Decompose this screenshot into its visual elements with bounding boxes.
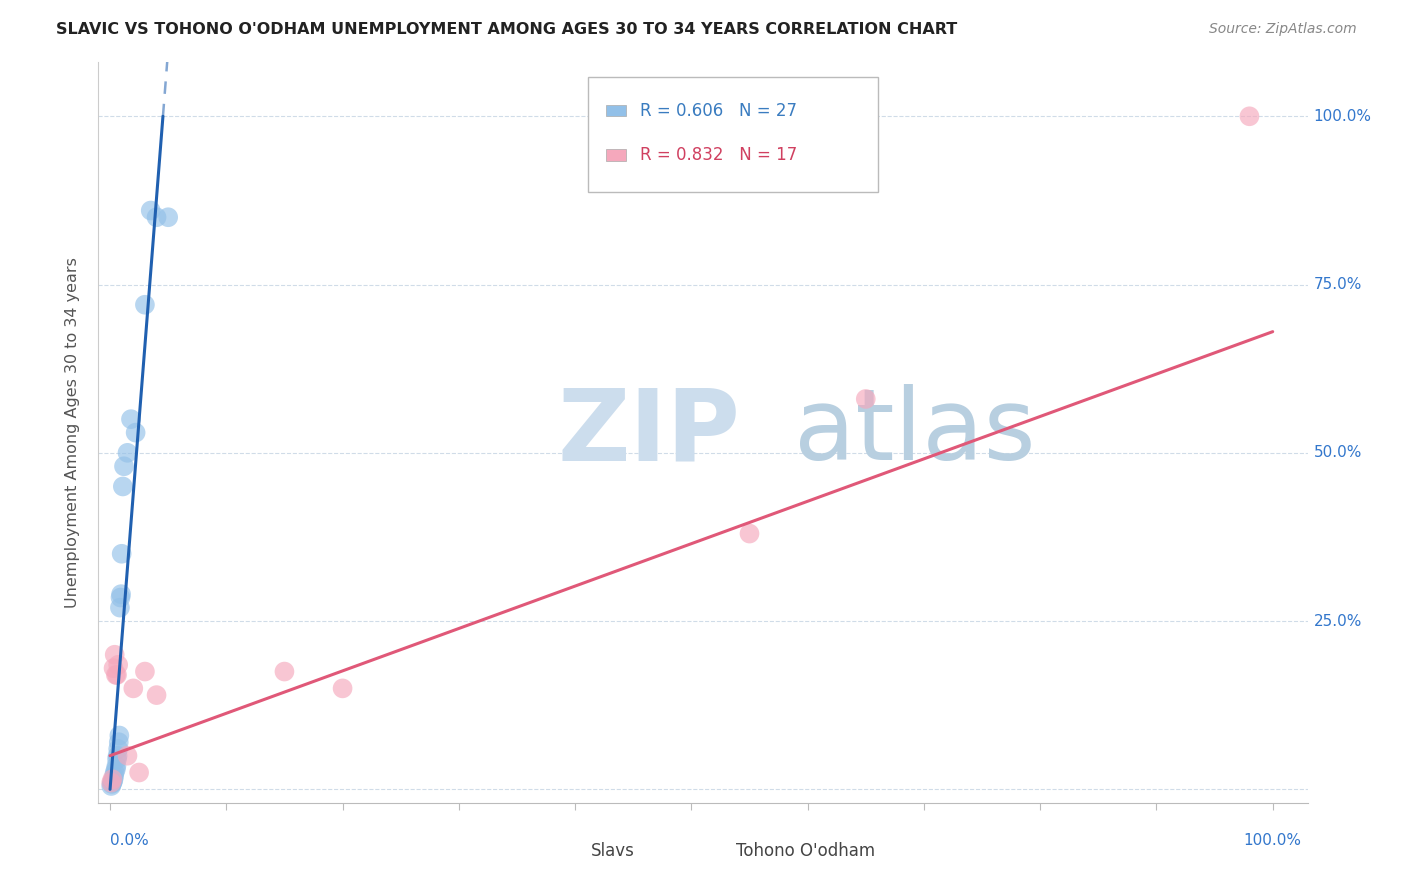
Point [120,412,142,426]
Text: Slavs: Slavs [592,842,636,860]
Bar [558,846,579,858]
Bar [606,149,626,161]
Text: atlas: atlas [793,384,1035,481]
Point [855,392,877,406]
Text: SLAVIC VS TOHONO O'ODHAM UNEMPLOYMENT AMONG AGES 30 TO 34 YEARS CORRELATION CHAR: SLAVIC VS TOHONO O'ODHAM UNEMPLOYMENT AM… [56,22,957,37]
Point [103,661,125,675]
Text: 0.0%: 0.0% [110,833,149,848]
Point [100,775,122,789]
Point [108,600,131,615]
Point [738,526,761,541]
Y-axis label: Unemployment Among Ages 30 to 34 years: Unemployment Among Ages 30 to 34 years [65,257,80,608]
Point [273,665,295,679]
Point [122,681,145,696]
Point [108,729,131,743]
Point [332,681,354,696]
Bar [606,104,626,117]
Point [145,211,167,225]
Point [117,748,139,763]
Point [107,657,129,672]
Point [139,203,162,218]
Point [105,668,128,682]
Point [134,298,156,312]
Point [107,748,129,763]
Point [157,211,180,225]
Point [104,668,127,682]
Point [105,752,128,766]
Text: 50.0%: 50.0% [1313,445,1362,460]
Text: Source: ZipAtlas.com: Source: ZipAtlas.com [1209,22,1357,37]
Point [128,765,150,780]
Text: 100.0%: 100.0% [1313,109,1371,124]
Point [101,772,124,787]
Point [100,779,122,793]
Point [124,425,146,440]
Point [110,587,132,601]
Point [104,762,127,776]
Text: 75.0%: 75.0% [1313,277,1362,292]
FancyBboxPatch shape [588,78,879,192]
Point [110,591,132,605]
Point [145,688,167,702]
Text: 100.0%: 100.0% [1244,833,1302,848]
Point [101,777,124,791]
Text: ZIP: ZIP [558,384,741,481]
Point [107,735,129,749]
Point [104,765,127,780]
Point [105,758,128,772]
Point [1239,109,1261,123]
Point [111,547,134,561]
Point [112,459,135,474]
Point [103,769,125,783]
Point [117,446,139,460]
Point [103,772,125,787]
Bar [703,846,724,858]
Point [101,775,124,789]
Point [101,774,124,789]
Text: Tohono O'odham: Tohono O'odham [737,842,876,860]
Point [107,742,129,756]
Point [104,648,127,662]
Text: 25.0%: 25.0% [1313,614,1362,629]
Text: R = 0.832   N = 17: R = 0.832 N = 17 [640,146,797,164]
Point [111,479,134,493]
Point [134,665,156,679]
Text: R = 0.606   N = 27: R = 0.606 N = 27 [640,102,797,120]
